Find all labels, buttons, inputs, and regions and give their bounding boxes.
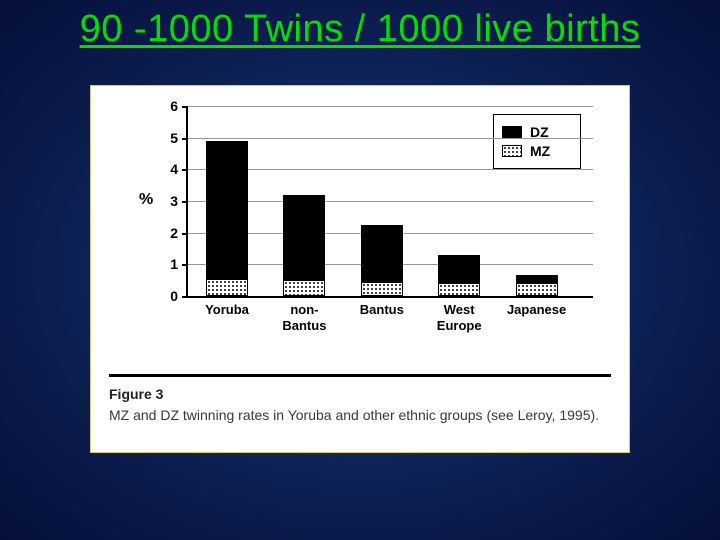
ytick — [182, 233, 188, 235]
gridline — [188, 169, 593, 170]
legend-swatch-mz — [502, 145, 522, 157]
ytick-label: 4 — [170, 161, 178, 177]
ytick-label: 2 — [170, 225, 178, 241]
ytick-label: 0 — [170, 288, 178, 304]
slide: 90 -1000 Twins / 1000 live births % DZ M… — [0, 0, 720, 540]
legend-label-mz: MZ — [530, 143, 550, 159]
x-category-label: Bantus — [342, 302, 422, 318]
ytick — [182, 201, 188, 203]
caption-text: MZ and DZ twinning rates in Yoruba and o… — [109, 406, 611, 425]
chart-area: % DZ MZ 0123456Yorubanon-BantusBantusWes… — [91, 86, 629, 344]
bar-dz — [516, 275, 558, 283]
gridline — [188, 138, 593, 139]
legend-item-mz: MZ — [502, 143, 572, 159]
legend-swatch-dz — [502, 126, 522, 138]
y-axis-label: % — [139, 191, 153, 209]
x-category-label: Yoruba — [187, 302, 267, 318]
ytick — [182, 106, 188, 108]
ytick — [182, 138, 188, 140]
ytick-label: 1 — [170, 256, 178, 272]
caption: Figure 3 MZ and DZ twinning rates in Yor… — [109, 386, 611, 425]
plot-region: DZ MZ 0123456Yorubanon-BantusBantusWestE… — [186, 106, 593, 298]
ytick-label: 3 — [170, 193, 178, 209]
bar-mz — [516, 283, 558, 296]
gridline — [188, 106, 593, 107]
x-category-label: non-Bantus — [264, 302, 344, 333]
bar-dz — [206, 141, 248, 279]
bar-dz — [361, 225, 403, 282]
slide-title: 90 -1000 Twins / 1000 live births — [0, 8, 720, 51]
x-category-label: Japanese — [497, 302, 577, 318]
bar-mz — [206, 279, 248, 296]
ytick — [182, 296, 188, 298]
x-category-label: WestEurope — [419, 302, 499, 333]
bar-dz — [283, 195, 325, 281]
legend: DZ MZ — [493, 114, 581, 169]
separator-line — [109, 374, 611, 377]
bar-mz — [361, 282, 403, 296]
ytick-label: 6 — [170, 98, 178, 114]
ytick — [182, 169, 188, 171]
bar-mz — [438, 283, 480, 296]
caption-title: Figure 3 — [109, 386, 611, 402]
bar-mz — [283, 280, 325, 296]
ytick — [182, 264, 188, 266]
figure-panel: % DZ MZ 0123456Yorubanon-BantusBantusWes… — [90, 85, 630, 453]
gridline — [188, 201, 593, 202]
bar-dz — [438, 255, 480, 284]
ytick-label: 5 — [170, 130, 178, 146]
